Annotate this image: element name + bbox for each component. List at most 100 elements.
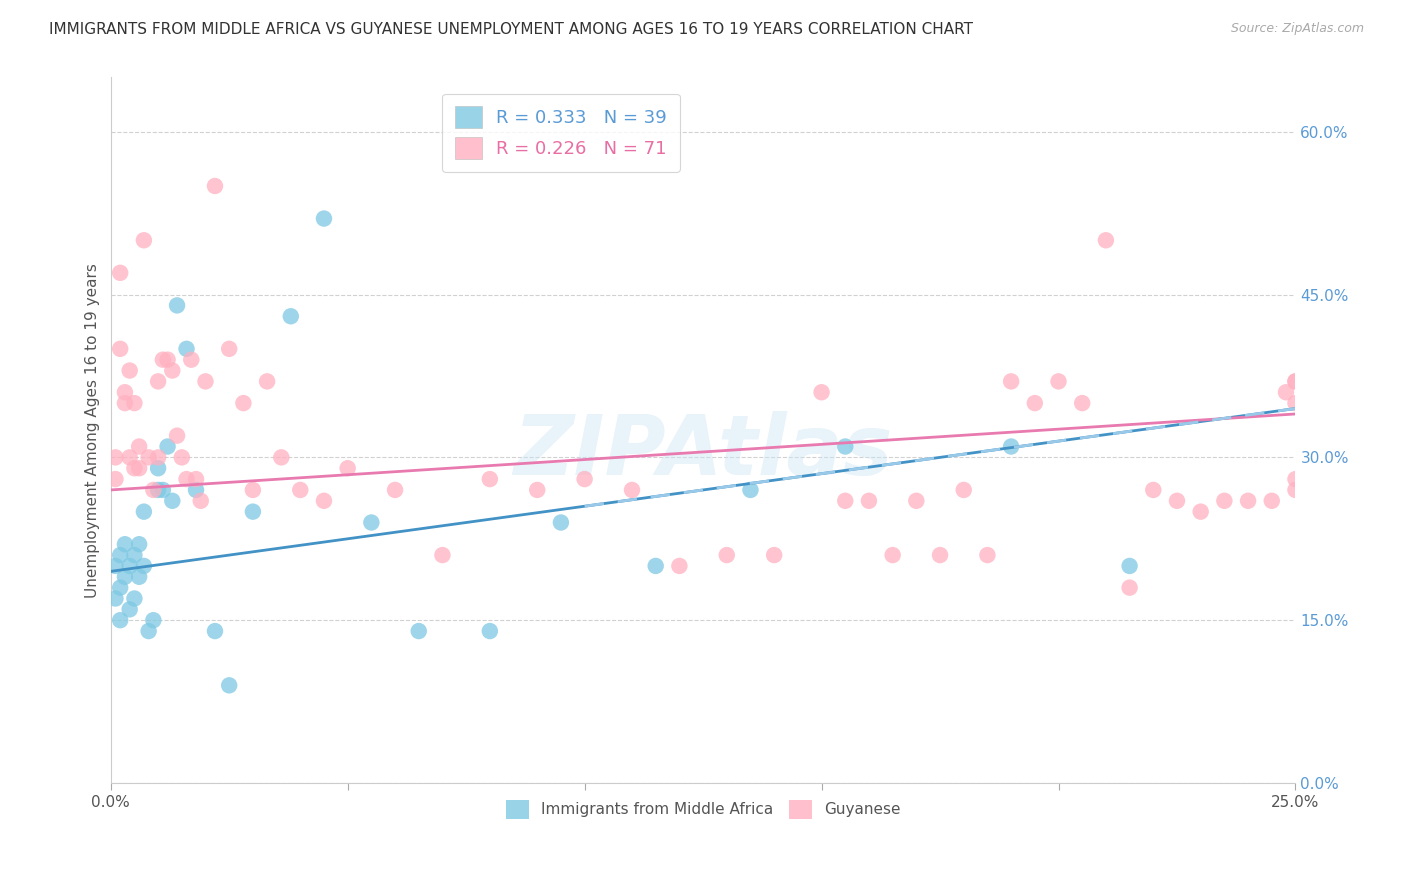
- Point: [1284, 396, 1306, 410]
- Point: [1275, 385, 1298, 400]
- Point: [621, 483, 644, 497]
- Point: [124, 396, 146, 410]
- Point: [128, 537, 150, 551]
- Point: [204, 179, 226, 194]
- Point: [124, 591, 146, 606]
- Point: [194, 375, 217, 389]
- Point: [834, 493, 856, 508]
- Point: [1284, 472, 1306, 486]
- Point: [124, 548, 146, 562]
- Point: [478, 624, 501, 638]
- Point: [166, 428, 188, 442]
- Point: [180, 352, 202, 367]
- Point: [668, 558, 690, 573]
- Point: [929, 548, 952, 562]
- Point: [1166, 493, 1188, 508]
- Text: IMMIGRANTS FROM MIDDLE AFRICA VS GUYANESE UNEMPLOYMENT AMONG AGES 16 TO 19 YEARS: IMMIGRANTS FROM MIDDLE AFRICA VS GUYANES…: [49, 22, 973, 37]
- Point: [146, 375, 169, 389]
- Point: [432, 548, 454, 562]
- Point: [1024, 396, 1046, 410]
- Point: [138, 624, 160, 638]
- Point: [190, 493, 212, 508]
- Point: [1237, 493, 1260, 508]
- Point: [242, 483, 264, 497]
- Point: [360, 516, 382, 530]
- Point: [146, 483, 169, 497]
- Point: [104, 558, 127, 573]
- Point: [156, 440, 179, 454]
- Point: [1142, 483, 1164, 497]
- Point: [976, 548, 998, 562]
- Point: [1000, 375, 1022, 389]
- Point: [132, 558, 155, 573]
- Point: [1189, 505, 1212, 519]
- Point: [952, 483, 974, 497]
- Legend: Immigrants from Middle Africa, Guyanese: Immigrants from Middle Africa, Guyanese: [499, 794, 907, 825]
- Point: [763, 548, 786, 562]
- Point: [290, 483, 312, 497]
- Point: [108, 581, 131, 595]
- Point: [128, 570, 150, 584]
- Text: ZIPAtlas: ZIPAtlas: [513, 411, 893, 491]
- Point: [162, 363, 184, 377]
- Point: [644, 558, 666, 573]
- Point: [834, 440, 856, 454]
- Point: [138, 450, 160, 465]
- Point: [1213, 493, 1236, 508]
- Point: [242, 505, 264, 519]
- Point: [132, 505, 155, 519]
- Point: [108, 266, 131, 280]
- Point: [1095, 233, 1118, 247]
- Point: [104, 591, 127, 606]
- Point: [146, 450, 169, 465]
- Point: [118, 363, 141, 377]
- Point: [170, 450, 193, 465]
- Point: [858, 493, 880, 508]
- Point: [1284, 375, 1306, 389]
- Point: [156, 352, 179, 367]
- Text: Source: ZipAtlas.com: Source: ZipAtlas.com: [1230, 22, 1364, 36]
- Point: [526, 483, 548, 497]
- Point: [166, 298, 188, 312]
- Point: [1118, 581, 1140, 595]
- Point: [408, 624, 430, 638]
- Point: [162, 493, 184, 508]
- Point: [550, 516, 572, 530]
- Point: [104, 450, 127, 465]
- Point: [232, 396, 254, 410]
- Y-axis label: Unemployment Among Ages 16 to 19 years: Unemployment Among Ages 16 to 19 years: [86, 263, 100, 598]
- Point: [176, 472, 198, 486]
- Point: [104, 472, 127, 486]
- Point: [218, 678, 240, 692]
- Point: [128, 461, 150, 475]
- Point: [740, 483, 762, 497]
- Point: [1000, 440, 1022, 454]
- Point: [882, 548, 904, 562]
- Point: [118, 602, 141, 616]
- Point: [108, 342, 131, 356]
- Point: [1047, 375, 1070, 389]
- Point: [142, 613, 165, 627]
- Point: [478, 472, 501, 486]
- Point: [108, 548, 131, 562]
- Point: [204, 624, 226, 638]
- Point: [152, 483, 174, 497]
- Point: [152, 352, 174, 367]
- Point: [1261, 493, 1284, 508]
- Point: [716, 548, 738, 562]
- Point: [810, 385, 832, 400]
- Point: [176, 342, 198, 356]
- Point: [905, 493, 928, 508]
- Point: [118, 450, 141, 465]
- Point: [184, 472, 207, 486]
- Point: [270, 450, 292, 465]
- Point: [312, 211, 335, 226]
- Point: [114, 570, 136, 584]
- Point: [128, 440, 150, 454]
- Point: [142, 483, 165, 497]
- Point: [124, 461, 146, 475]
- Point: [280, 310, 302, 324]
- Point: [118, 558, 141, 573]
- Point: [312, 493, 335, 508]
- Point: [114, 385, 136, 400]
